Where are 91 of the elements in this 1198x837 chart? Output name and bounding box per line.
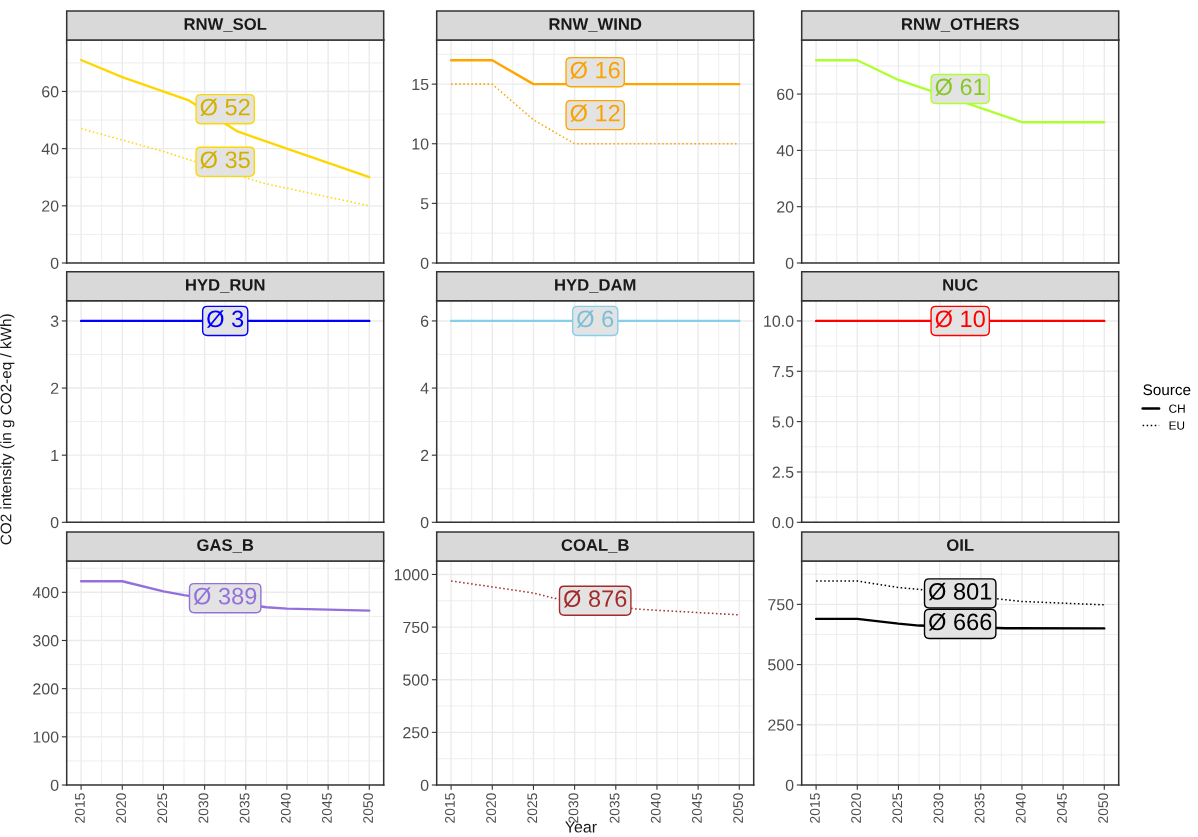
annotation: Ø 52 (200, 98, 250, 116)
y-tick-label: 40 (41, 143, 59, 155)
x-tick-label: 2015 (75, 793, 85, 823)
annotation: Ø 61 (935, 78, 985, 96)
y-tick-label: 100 (33, 731, 59, 743)
chart-title: RNW_WIND (549, 18, 642, 32)
annotation: Ø 10 (935, 310, 985, 328)
x-axis-title: Year (565, 821, 597, 833)
y-tick-label: 300 (33, 635, 59, 647)
annotation: Ø 389 (193, 587, 257, 605)
annotation: Ø 3 (206, 310, 244, 328)
y-tick-label: 500 (403, 674, 429, 686)
x-tick-label: 2035 (974, 793, 985, 823)
x-tick-label: 2030 (198, 793, 209, 823)
x-tick-label: 2030 (568, 793, 579, 823)
x-tick-label: 2035 (609, 793, 620, 823)
x-tick-label: 2045 (322, 793, 332, 823)
x-tick-label: 2035 (239, 793, 250, 823)
y-tick-label: 750 (403, 621, 429, 634)
y-tick-label: 2.5 (772, 466, 794, 478)
chart-title: RNW_SOL (184, 18, 267, 32)
y-tick-label: 250 (403, 727, 429, 739)
annotation: Ø 6 (576, 310, 614, 328)
x-tick-label: 2020 (851, 793, 862, 823)
y-tick-label: 400 (32, 586, 59, 599)
y-tick-label: 5.0 (772, 416, 794, 428)
y-tick-label: 6 (420, 315, 429, 327)
chart-title: OIL (947, 539, 974, 551)
y-tick-label: 1000 (394, 569, 429, 581)
x-tick-label: 2045 (1057, 793, 1067, 823)
annotation: Ø 801 (928, 582, 992, 601)
x-tick-label: 2025 (157, 793, 168, 823)
y-tick-label: 500 (768, 659, 794, 671)
y-tick-label: 0 (785, 779, 794, 791)
y-tick-label: 15 (412, 78, 429, 91)
line-series (80, 127, 371, 207)
y-tick-label: 0 (50, 516, 59, 529)
x-tick-label: 2030 (933, 793, 944, 823)
chart-title: HYD_RUN (186, 279, 265, 293)
annotation: Ø 12 (570, 104, 620, 122)
y-tick-label: 10 (412, 138, 429, 150)
x-tick-label: 2040 (280, 793, 291, 823)
x-tick-label: 2020 (116, 793, 127, 823)
annotation: Ø 16 (570, 61, 620, 79)
y-tick-label: 4 (420, 382, 429, 394)
y-tick-label: 3 (50, 315, 59, 327)
legend-label: EU (1169, 421, 1185, 430)
x-tick-label: 2050 (1098, 793, 1109, 823)
y-tick-label: 0 (420, 779, 429, 791)
y-tick-label: 1 (51, 449, 59, 461)
x-tick-label: 2040 (650, 793, 661, 823)
legend-title: Source (1143, 384, 1191, 396)
y-tick-label: 10.0 (764, 315, 794, 327)
x-tick-label: 2015 (445, 793, 455, 823)
y-tick-label: 2 (420, 449, 429, 461)
x-tick-label: 2020 (486, 793, 497, 823)
annotation: Ø 666 (928, 613, 992, 631)
chart-title: COAL_B (561, 539, 629, 553)
y-tick-label: 20 (42, 200, 59, 212)
y-tick-label: 250 (768, 719, 794, 731)
y-tick-label: 750 (768, 598, 794, 611)
y-tick-label: 0 (785, 257, 794, 269)
x-tick-label: 2040 (1015, 793, 1026, 823)
chart-title: HYD_DAM (555, 279, 636, 293)
y-tick-label: 0 (420, 516, 429, 529)
x-tick-label: 2025 (527, 793, 538, 823)
y-tick-label: 0.0 (772, 516, 794, 529)
y-tick-label: 5 (420, 198, 429, 210)
x-tick-label: 2050 (733, 793, 744, 823)
x-tick-label: 2025 (892, 793, 903, 823)
line-series (79, 58, 371, 179)
legend-label: CH (1169, 404, 1185, 413)
y-tick-label: 0 (50, 257, 59, 269)
x-tick-label: 2045 (692, 793, 702, 823)
annotation: Ø 35 (200, 151, 250, 169)
y-tick-label: 200 (33, 683, 59, 695)
chart-title: RNW_OTHERS (902, 18, 1019, 32)
y-axis-title: CO2 intensity (in g CO2-eq / kWh) (0, 314, 15, 545)
y-tick-label: 60 (42, 86, 59, 98)
y-tick-label: 2 (50, 382, 59, 394)
y-tick-label: 0 (420, 257, 429, 269)
chart-title: NUC (943, 278, 978, 291)
y-tick-label: 0 (50, 779, 59, 791)
chart-title: GAS_B (197, 539, 254, 553)
y-tick-label: 7.5 (772, 366, 794, 378)
x-tick-label: 2015 (810, 793, 820, 823)
y-tick-label: 20 (777, 201, 794, 213)
y-tick-label: 40 (776, 145, 794, 157)
x-tick-label: 2050 (363, 793, 374, 823)
y-tick-label: 60 (777, 88, 794, 101)
annotation: Ø 876 (563, 589, 627, 608)
